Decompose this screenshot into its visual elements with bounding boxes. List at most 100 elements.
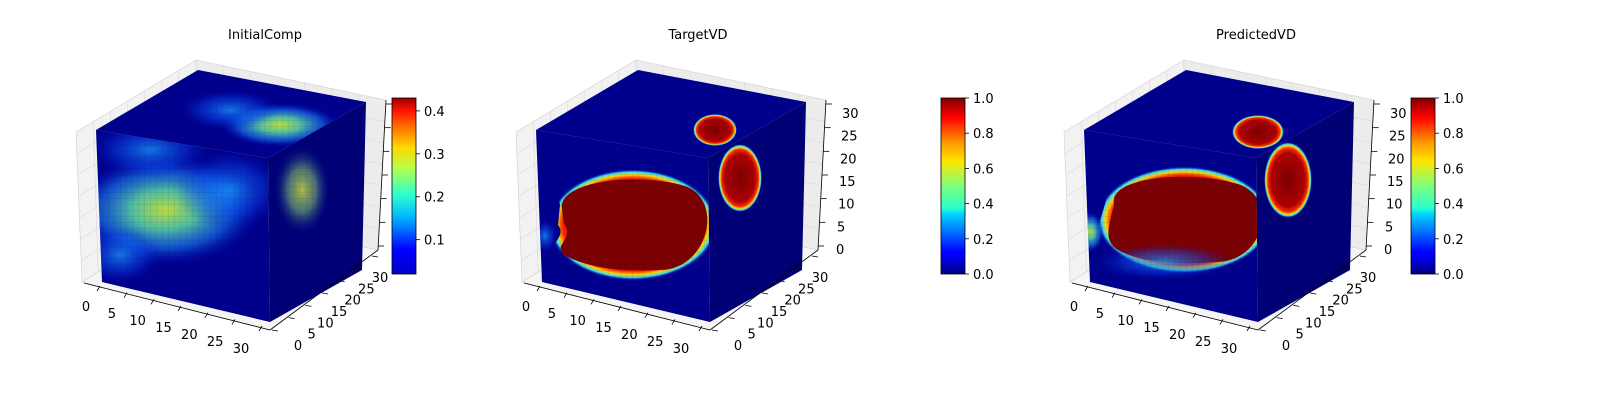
colorbar-tick-label: 0.4 — [424, 105, 445, 120]
z-tick-label: 25 — [1389, 130, 1406, 145]
front-voxel-grid — [96, 130, 270, 322]
y-tick-mark — [728, 317, 735, 320]
x-tick-label: 10 — [129, 314, 146, 329]
x-tick-label: 30 — [1221, 342, 1238, 357]
colorbar-tick-label: 0.2 — [973, 233, 994, 248]
y-tick-mark — [1343, 267, 1350, 270]
y-tick-label: 20 — [784, 294, 801, 309]
x-axis-line — [523, 282, 711, 331]
y-tick-label: 30 — [372, 271, 389, 286]
x-tick-label: 5 — [548, 307, 556, 322]
colorbar — [1410, 97, 1436, 275]
y-tick-label: 20 — [344, 294, 361, 309]
y-tick-label: 5 — [308, 328, 316, 343]
y-tick-label: 15 — [331, 305, 348, 320]
top-voxel-grid — [536, 70, 806, 158]
right-voxel-grid — [708, 102, 806, 322]
voxel-cube — [1084, 70, 1354, 322]
grid-line — [92, 121, 99, 273]
x-tick-label: 0 — [82, 300, 90, 315]
y-tick-mark — [1276, 317, 1283, 320]
y-axis-line — [269, 249, 379, 331]
x-tick-mark — [617, 305, 622, 312]
y-tick-label: 10 — [757, 316, 774, 331]
y-tick-mark — [761, 292, 769, 295]
colorbar-tick-label: 1.0 — [1443, 92, 1464, 107]
voxel-cube — [96, 70, 366, 322]
y-tick-mark — [288, 317, 295, 320]
x-tick-label: 15 — [1143, 321, 1160, 336]
y-tick-mark — [1259, 329, 1267, 332]
z-tick-label: 10 — [838, 198, 855, 213]
z-tick-label: 15 — [839, 175, 856, 190]
y-tick-mark — [795, 267, 802, 270]
x-tick-label: 10 — [569, 314, 586, 329]
x-axis-line — [1071, 282, 1259, 331]
y-tick-label: 10 — [317, 316, 334, 331]
x-tick-label: 5 — [1096, 307, 1104, 322]
colorbar-tick-label: 1.0 — [973, 92, 994, 107]
z-tick-label: 5 — [1385, 220, 1393, 235]
z-tick-label: 10 — [1386, 198, 1403, 213]
y-tick-mark — [321, 292, 329, 295]
y-tick-label: 0 — [1282, 339, 1290, 354]
colorbar-tick-label: 0.0 — [1443, 268, 1464, 283]
z-tick-label: 0 — [836, 243, 844, 258]
y-axis-line — [1257, 249, 1367, 331]
z-tick-label: 30 — [1390, 107, 1407, 122]
y-tick-label: 25 — [358, 282, 375, 297]
y-tick-mark — [355, 267, 362, 270]
right-voxel-grid — [268, 102, 366, 322]
grid-line — [532, 121, 539, 273]
x-tick-label: 25 — [1195, 335, 1212, 350]
x-tick-mark — [1165, 305, 1170, 312]
y-tick-label: 25 — [1346, 282, 1363, 297]
y-tick-label: 15 — [1319, 305, 1336, 320]
front-voxel-grid — [536, 130, 710, 322]
colorbar-tick-label: 0.8 — [1443, 127, 1464, 142]
y-tick-label: 25 — [798, 282, 815, 297]
x-tick-label: 20 — [181, 328, 198, 343]
x-tick-mark — [258, 325, 263, 332]
y-tick-mark — [1326, 280, 1333, 283]
y-tick-mark — [711, 329, 719, 332]
z-tick-label: 20 — [840, 152, 857, 167]
y-tick-mark — [338, 280, 345, 283]
z-tick-label: 0 — [1384, 243, 1392, 258]
x-tick-mark — [1219, 319, 1224, 325]
subplot-title: InitialComp — [228, 28, 302, 43]
y-tick-mark — [745, 304, 752, 307]
colorbar-tick-label: 0.0 — [973, 268, 994, 283]
y-tick-mark — [371, 255, 379, 258]
x-tick-label: 15 — [595, 321, 612, 336]
y-tick-mark — [1359, 255, 1367, 258]
y-axis-line — [709, 249, 819, 331]
front-voxel-grid — [1084, 130, 1258, 322]
z-tick-label: 15 — [1387, 175, 1404, 190]
x-tick-label: 30 — [233, 342, 250, 357]
colorbar — [391, 97, 417, 275]
z-tick-label: 30 — [842, 107, 859, 122]
y-tick-label: 0 — [734, 339, 742, 354]
x-tick-label: 25 — [647, 335, 664, 350]
colorbar-tick-label: 0.2 — [1443, 233, 1464, 248]
x-tick-label: 15 — [155, 321, 172, 336]
x-axis-line — [83, 282, 271, 331]
subplot-title: TargetVD — [667, 28, 727, 43]
colorbar-tick-label: 0.1 — [424, 234, 445, 249]
x-tick-mark — [231, 319, 236, 325]
y-tick-mark — [305, 304, 312, 307]
colorbar-tick-label: 0.4 — [1443, 198, 1464, 213]
x-tick-mark — [1192, 312, 1197, 318]
top-voxel-grid — [96, 70, 366, 158]
colorbar-tick-label: 0.3 — [424, 148, 445, 163]
colorbar-tick-label: 0.8 — [973, 127, 994, 142]
x-tick-label: 30 — [673, 342, 690, 357]
x-tick-mark — [644, 312, 649, 318]
x-tick-label: 5 — [108, 307, 116, 322]
x-tick-label: 0 — [522, 300, 530, 315]
y-tick-mark — [1309, 292, 1317, 295]
